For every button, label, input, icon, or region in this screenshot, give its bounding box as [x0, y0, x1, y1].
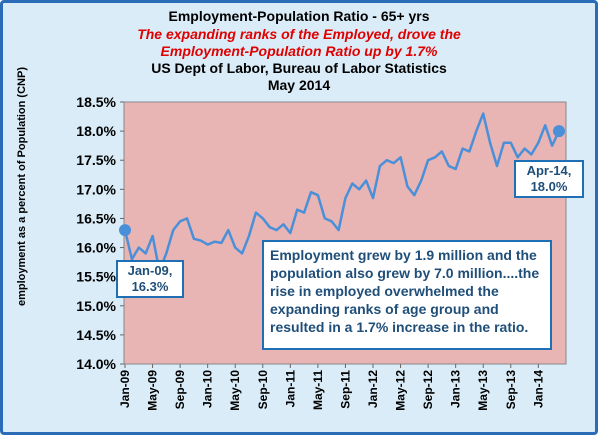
y-tick-label: 16.5%: [76, 210, 116, 226]
end-marker: [553, 125, 565, 138]
chart-title: Employment-Population Ratio - 65+ yrs: [168, 8, 430, 24]
x-tick-label: Sep-11: [338, 370, 352, 409]
y-tick-label: 18.5%: [76, 94, 116, 110]
x-tick-label: May-11: [311, 370, 325, 410]
x-tick-label: Sep-13: [504, 370, 518, 410]
x-tick-label: May-10: [228, 370, 242, 411]
annotation-note: Employment grew by 1.9 million and the p…: [262, 240, 552, 350]
series-group: [119, 112, 565, 273]
chart-subtitle-line2: Employment-Population Ratio up by 1.7%: [160, 43, 438, 59]
chart-subtitle-line1: The expanding ranks of the Employed, dro…: [137, 26, 461, 42]
start-marker: [119, 224, 131, 237]
start-callout-date: Jan-09,: [127, 263, 173, 278]
y-tick-label: 18.0%: [76, 123, 116, 139]
x-tick-label: Jan-09: [118, 370, 132, 408]
x-axis: Jan-09 May-09 Sep-09 Jan-10 May-10 Sep-10 Jan-…: [118, 364, 545, 411]
y-axis: 14.0% 14.5% 15.0% 15.5% 16.0% 16.5% 17.0% 17.5%…: [76, 94, 124, 372]
start-callout: Jan-09, 16.3%: [116, 260, 184, 298]
x-tick-label: May-09: [146, 370, 160, 411]
y-tick-label: 14.5%: [76, 327, 116, 343]
x-tick-label: Sep-09: [173, 370, 187, 410]
x-tick-label: May-13: [476, 370, 490, 411]
x-tick-label: Jan-14: [531, 370, 545, 408]
y-tick-label: 16.0%: [76, 240, 116, 256]
end-callout-value: 18.0%: [530, 179, 568, 194]
end-callout-date: Apr-14,: [526, 163, 572, 178]
x-tick-label: Jan-12: [366, 370, 380, 408]
start-callout-value: 16.3%: [131, 279, 169, 294]
y-tick-label: 15.5%: [76, 269, 116, 285]
y-tick-label: 15.0%: [76, 298, 116, 314]
series-line: [123, 112, 561, 273]
x-tick-label: Jan-11: [283, 370, 297, 408]
chart-source: US Dept of Labor, Bureau of Labor Statis…: [151, 60, 447, 76]
y-tick-label: 14.0%: [76, 356, 116, 372]
x-tick-label: Jan-10: [201, 370, 215, 408]
x-tick-label: May-12: [394, 370, 408, 411]
y-tick-label: 17.5%: [76, 152, 116, 168]
chart-date: May 2014: [267, 77, 331, 93]
x-tick-label: Sep-10: [256, 370, 270, 410]
x-tick-label: Jan-13: [449, 370, 463, 408]
end-callout: Apr-14, 18.0%: [514, 160, 584, 198]
x-tick-label: Sep-12: [421, 370, 435, 410]
y-tick-label: 17.0%: [76, 181, 116, 197]
